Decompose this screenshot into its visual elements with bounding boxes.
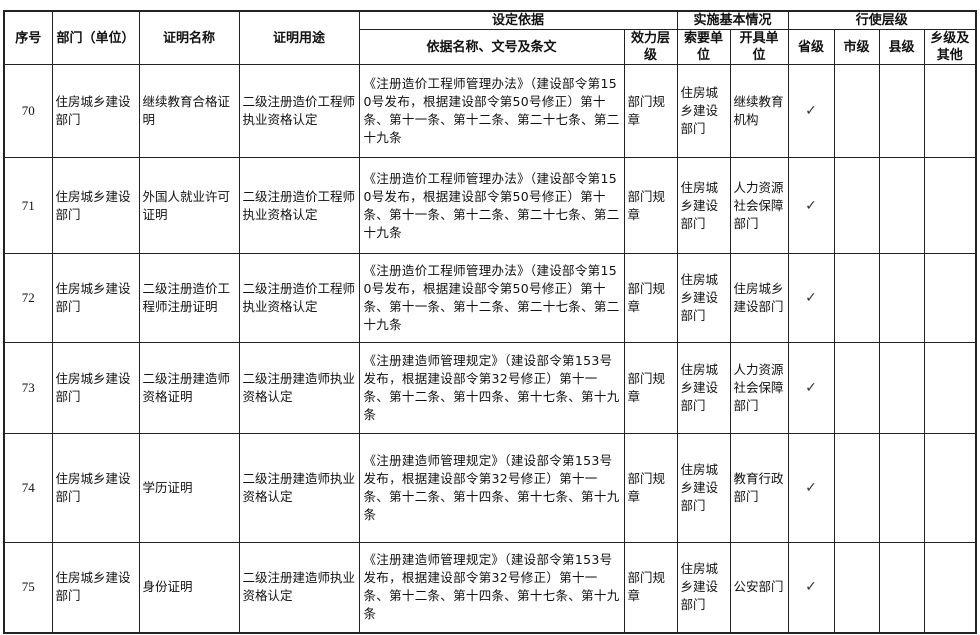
cell-cert-name: 二级注册建造师资格证明 (138, 342, 240, 434)
cell-dept: 住房城乡建设部门 (51, 64, 140, 158)
cell-basis-level: 部门规章 (623, 64, 678, 158)
cell-issuer: 公安部门 (729, 542, 789, 633)
cell-city (833, 542, 880, 633)
cell-requester: 住房城乡建设部门 (676, 433, 731, 543)
cell-cert-name: 二级注册造价工程师注册证明 (138, 253, 240, 343)
cell-province: ✓ (787, 342, 835, 434)
cell-province: ✓ (787, 157, 835, 254)
cell-basis-doc: 《注册建造师管理规定》（建设部令第153号发布，根据建设部令第32号修正）第十一… (358, 342, 625, 434)
table-row: 75 住房城乡建设部门 身份证明 二级注册建造师执业资格认定 《注册建造师管理规定》（建… (3, 542, 977, 633)
cell-county (878, 64, 925, 158)
cell-cert-use: 二级注册造价工程师执业资格认定 (238, 64, 360, 158)
cell-province: ✓ (787, 253, 835, 343)
cell-city (833, 64, 880, 158)
table-row: 74 住房城乡建设部门 学历证明 二级注册建造师执业资格认定 《注册建造师管理规定》（建… (3, 433, 977, 543)
cell-issuer: 继续教育机构 (729, 64, 789, 158)
header-impl-group: 实施基本情况 (676, 10, 789, 30)
table-row: 73 住房城乡建设部门 二级注册建造师资格证明 二级注册建造师执业资格认定 《注册建造师… (3, 342, 977, 434)
table-row: 72 住房城乡建设部门 二级注册造价工程师注册证明 二级注册造价工程师执业资格认定 《注… (3, 253, 977, 343)
header-basis-level: 效力层级 (623, 29, 678, 65)
cell-basis-level: 部门规章 (623, 542, 678, 633)
cell-town (923, 433, 977, 543)
cell-seq: 71 (3, 157, 53, 254)
cell-seq: 74 (3, 433, 53, 543)
cell-seq: 70 (3, 64, 53, 158)
cell-province: ✓ (787, 433, 835, 543)
header-basis-doc: 依据名称、文号及条文 (358, 29, 625, 65)
cell-issuer: 住房城乡建设部门 (729, 253, 789, 343)
header-seq: 序号 (3, 10, 53, 65)
cell-county (878, 157, 925, 254)
cell-requester: 住房城乡建设部门 (676, 542, 731, 633)
cell-dept: 住房城乡建设部门 (51, 253, 140, 343)
cell-requester: 住房城乡建设部门 (676, 342, 731, 434)
cell-cert-use: 二级注册建造师执业资格认定 (238, 542, 360, 633)
cell-cert-use: 二级注册造价工程师执业资格认定 (238, 157, 360, 254)
cell-basis-level: 部门规章 (623, 342, 678, 434)
cell-issuer: 人力资源社会保障部门 (729, 157, 789, 254)
cell-seq: 73 (3, 342, 53, 434)
cell-basis-doc: 《注册建造师管理规定》（建设部令第153号发布，根据建设部令第32号修正）第十一… (358, 433, 625, 543)
cell-cert-use: 二级注册建造师执业资格认定 (238, 342, 360, 434)
cell-dept: 住房城乡建设部门 (51, 433, 140, 543)
header-province: 省级 (787, 29, 835, 65)
header-cert-use: 证明用途 (238, 10, 360, 65)
header-cert-name: 证明名称 (138, 10, 240, 65)
cell-town (923, 157, 977, 254)
cell-city (833, 433, 880, 543)
header-dept: 部门（单位） (51, 10, 140, 65)
cell-basis-level: 部门规章 (623, 157, 678, 254)
cell-requester: 住房城乡建设部门 (676, 64, 731, 158)
cell-county (878, 433, 925, 543)
cell-basis-level: 部门规章 (623, 253, 678, 343)
table-row: 71 住房城乡建设部门 外国人就业许可证明 二级注册造价工程师执业资格认定 《注册造价工… (3, 157, 977, 254)
cell-town (923, 64, 977, 158)
cell-cert-use: 二级注册建造师执业资格认定 (238, 433, 360, 543)
cell-city (833, 342, 880, 434)
cell-issuer: 人力资源社会保障部门 (729, 342, 789, 434)
header-basis-group: 设定依据 (358, 10, 678, 30)
cell-basis-doc: 《注册建造师管理规定》（建设部令第153号发布，根据建设部令第32号修正）第十一… (358, 542, 625, 633)
cell-county (878, 542, 925, 633)
cell-basis-doc: 《注册造价工程师管理办法》（建设部令第150号发布，根据建设部令第50号修正）第… (358, 64, 625, 158)
cell-requester: 住房城乡建设部门 (676, 157, 731, 254)
cell-city (833, 253, 880, 343)
cell-county (878, 253, 925, 343)
cell-cert-name: 继续教育合格证明 (138, 64, 240, 158)
cell-province: ✓ (787, 64, 835, 158)
cell-seq: 72 (3, 253, 53, 343)
header-level-group: 行使层级 (787, 10, 977, 30)
table-row: 70 住房城乡建设部门 继续教育合格证明 二级注册造价工程师执业资格认定 《注册造价工程… (3, 64, 977, 158)
cell-seq: 75 (3, 542, 53, 633)
cell-town (923, 253, 977, 343)
cell-basis-level: 部门规章 (623, 433, 678, 543)
header-city: 市级 (833, 29, 880, 65)
certificate-table: 序号 部门（单位） 证明名称 证明用途 设定依据 实施基本情况 行使层级 依据名… (3, 10, 978, 634)
cell-issuer: 教育行政部门 (729, 433, 789, 543)
header-issuer: 开具单位 (729, 29, 789, 65)
header-requester: 索要单位 (676, 29, 731, 65)
cell-basis-doc: 《注册造价工程师管理办法》（建设部令第150号发布，根据建设部令第50号修正）第… (358, 253, 625, 343)
cell-cert-name: 学历证明 (138, 433, 240, 543)
cell-dept: 住房城乡建设部门 (51, 542, 140, 633)
cell-city (833, 157, 880, 254)
header-county: 县级 (878, 29, 925, 65)
cell-requester: 住房城乡建设部门 (676, 253, 731, 343)
cell-province: ✓ (787, 542, 835, 633)
cell-cert-name: 外国人就业许可证明 (138, 157, 240, 254)
cell-cert-name: 身份证明 (138, 542, 240, 633)
cell-dept: 住房城乡建设部门 (51, 342, 140, 434)
header-town: 乡级及其他 (923, 29, 977, 65)
cell-dept: 住房城乡建设部门 (51, 157, 140, 254)
cell-county (878, 342, 925, 434)
cell-basis-doc: 《注册造价工程师管理办法》（建设部令第150号发布，根据建设部令第50号修正）第… (358, 157, 625, 254)
cell-cert-use: 二级注册造价工程师执业资格认定 (238, 253, 360, 343)
cell-town (923, 342, 977, 434)
cell-town (923, 542, 977, 633)
